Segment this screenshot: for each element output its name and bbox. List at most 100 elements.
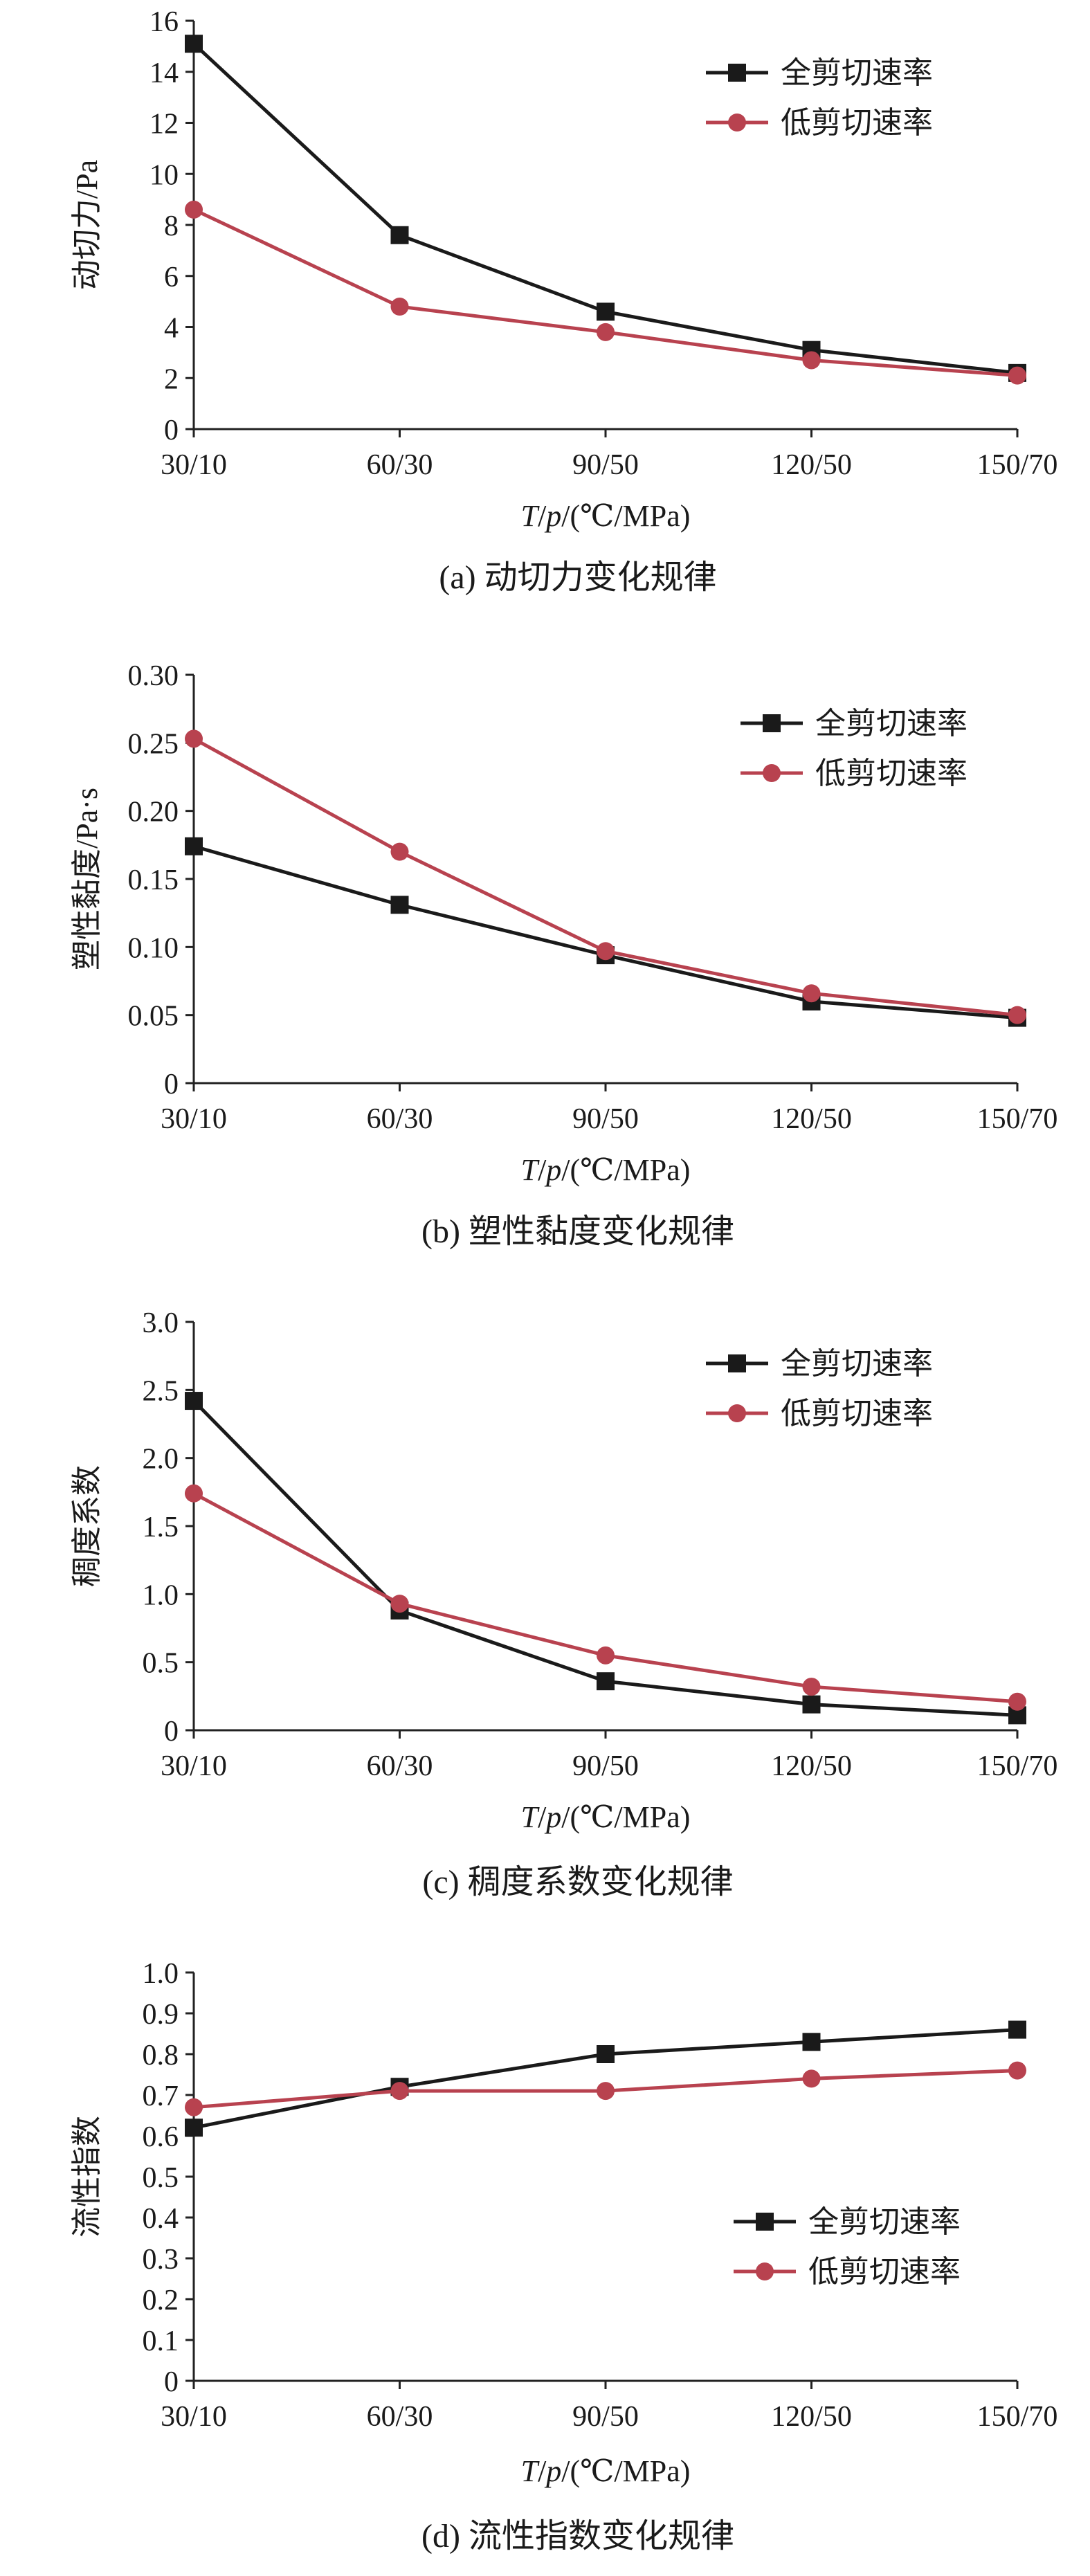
x-tick-label: 150/70 (977, 1103, 1058, 1135)
y-tick-label: 0 (164, 415, 179, 446)
y-tick-label: 0.7 (143, 2080, 179, 2112)
y-tick-label: 0.6 (143, 2121, 179, 2153)
panel-caption: (c) 稠度系数变化规律 (422, 1864, 733, 1901)
legend-marker-square (728, 64, 746, 82)
legend-label: 全剪切速率 (781, 56, 933, 90)
y-tick-label: 1.0 (143, 1579, 179, 1611)
data-point-square (597, 1672, 615, 1691)
data-point-circle (1008, 1006, 1026, 1024)
y-tick-label: 12 (149, 109, 179, 140)
y-tick-label: 0.3 (143, 2244, 179, 2276)
x-tick-label: 60/30 (367, 1750, 433, 1782)
y-tick-label: 0.10 (128, 932, 179, 964)
legend-label: 低剪切速率 (808, 2255, 961, 2289)
x-tick-label: 60/30 (367, 1103, 433, 1135)
x-tick-label: 60/30 (367, 2401, 433, 2433)
chart-panel-4: 0 0.1 0.2 0.3 0.4 0.5 0.6 0.7 0.8 0.9 1.0 30/10 60/3… (70, 1958, 1057, 2555)
y-axis-label: 塑性黏度/Pa·s (70, 788, 104, 970)
y-axis-label: 动切力/Pa (70, 160, 104, 290)
legend-marker-circle (763, 764, 781, 782)
y-tick-label: 0.20 (128, 797, 179, 828)
y-tick-label: 6 (164, 262, 179, 293)
x-tick-label: 120/50 (771, 2401, 852, 2433)
x-axis-label: T/p/(℃/MPa) (521, 1153, 691, 1187)
x-tick-label: 150/70 (977, 1750, 1058, 1782)
x-tick-label: 120/50 (771, 1750, 852, 1782)
y-tick-label: 0.5 (143, 1648, 179, 1680)
series-line-1 (193, 2028, 1018, 2130)
chart-panel-1: 0 2 4 6 8 10 12 14 16 30/10 60/30 90/50 120/50 150/70… (70, 6, 1057, 596)
x-axis-label: T/p/(℃/MPa) (521, 499, 691, 533)
y-axis-label: 流性指数 (70, 2116, 104, 2238)
data-point-circle (185, 729, 203, 748)
x-tick-label: 90/50 (572, 1103, 639, 1135)
y-tick-label: 0.1 (143, 2325, 179, 2357)
legend-label: 低剪切速率 (781, 1397, 933, 1431)
y-tick-label: 0.4 (143, 2203, 179, 2235)
y-tick-label: 0.8 (143, 2040, 179, 2071)
data-point-circle (597, 942, 615, 961)
data-point-square (802, 1695, 821, 1714)
y-tick-label: 14 (149, 57, 179, 89)
panel-caption: (b) 塑性黏度变化规律 (421, 1213, 734, 1250)
panel-caption: (a) 动切力变化规律 (439, 559, 716, 596)
x-tick-label: 30/10 (161, 1750, 227, 1782)
data-point-square (597, 2045, 615, 2063)
data-point-circle (597, 1646, 615, 1665)
data-point-square (390, 896, 409, 914)
data-point-circle (802, 2069, 821, 2088)
data-point-square (185, 35, 203, 53)
legend-label: 全剪切速率 (815, 707, 968, 741)
y-tick-label: 10 (149, 159, 179, 191)
data-point-square (1008, 2020, 1026, 2039)
data-point-circle (597, 323, 615, 341)
y-tick-label: 0.05 (128, 1001, 179, 1033)
x-axis-label: T/p/(℃/MPa) (521, 1800, 691, 1834)
data-point-circle (597, 2082, 615, 2101)
data-point-circle (185, 1484, 203, 1503)
y-tick-label: 0 (164, 1716, 179, 1748)
y-tick-label: 4 (164, 313, 179, 345)
data-point-circle (802, 984, 821, 1003)
data-point-square (185, 1392, 203, 1411)
x-tick-label: 120/50 (771, 449, 852, 481)
series-line-1 (193, 844, 1018, 1020)
legend-marker-circle (728, 1404, 746, 1422)
series-line-2 (192, 208, 1018, 378)
x-tick-label: 150/70 (977, 449, 1058, 481)
x-axis-label: T/p/(℃/MPa) (521, 2454, 691, 2488)
y-tick-label: 0 (164, 1069, 179, 1100)
data-point-square (390, 226, 409, 244)
y-tick-label: 0.15 (128, 864, 179, 896)
legend-marker-square (728, 1354, 746, 1372)
y-axis-label: 稠度系数 (70, 1465, 104, 1587)
data-point-circle (390, 2082, 409, 2101)
x-tick-label: 120/50 (771, 1103, 852, 1135)
legend-marker-square (756, 2213, 774, 2231)
y-tick-label: 0.2 (143, 2285, 179, 2316)
y-tick-label: 3.0 (143, 1307, 179, 1339)
y-tick-label: 2 (164, 363, 179, 395)
data-point-circle (390, 298, 409, 316)
data-point-circle (390, 842, 409, 861)
y-tick-label: 16 (149, 6, 179, 38)
data-point-circle (1008, 366, 1026, 385)
data-point-square (597, 302, 615, 321)
data-point-circle (185, 2098, 203, 2116)
legend-label: 全剪切速率 (808, 2205, 961, 2239)
y-tick-label: 2.0 (143, 1444, 179, 1476)
chart-panel-2: 0 0.05 0.10 0.15 0.20 0.25 0.30 30/10 60/30 90/50… (70, 660, 1057, 1250)
y-tick-label: 0.25 (128, 728, 179, 760)
legend-marker-circle (756, 2262, 774, 2280)
data-point-circle (390, 1595, 409, 1613)
y-tick-label: 1.5 (143, 1512, 179, 1543)
data-point-square (185, 837, 203, 855)
legend-label: 低剪切速率 (815, 756, 968, 790)
data-point-square (185, 2119, 203, 2137)
panel-caption: (d) 流性指数变化规律 (421, 2518, 734, 2555)
